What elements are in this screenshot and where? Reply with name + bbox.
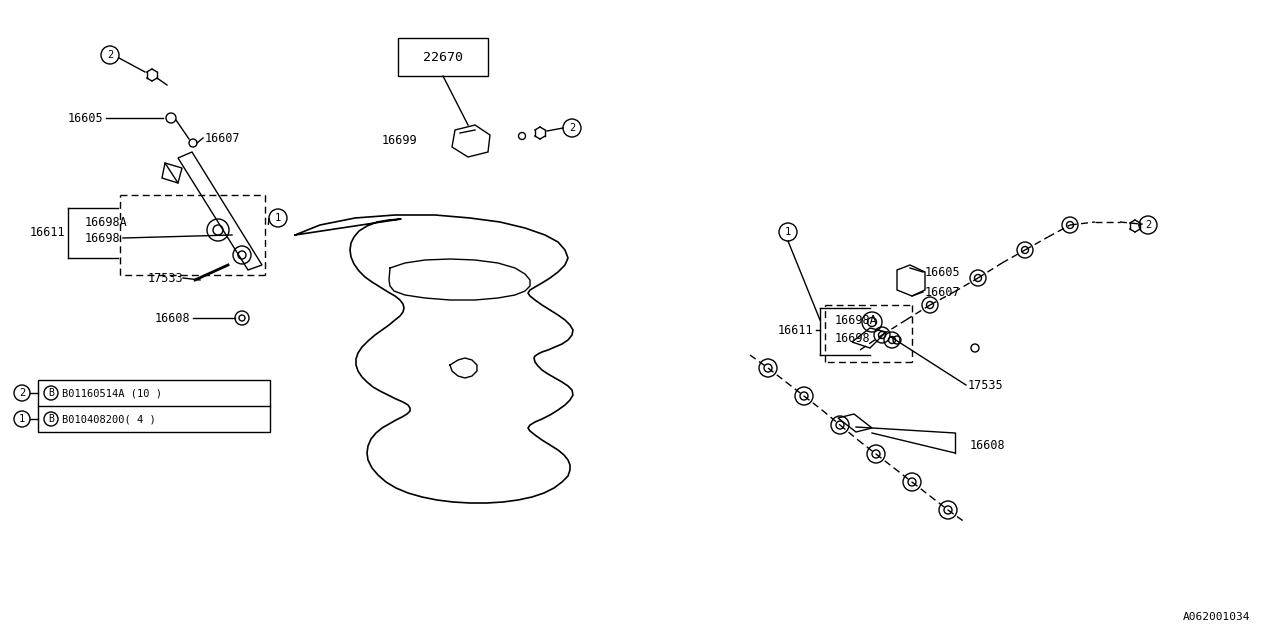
- Text: A062001034: A062001034: [1183, 612, 1251, 622]
- Text: 16699: 16699: [381, 134, 417, 147]
- Text: 22670: 22670: [422, 51, 463, 63]
- Text: 1: 1: [19, 414, 26, 424]
- Text: 16611: 16611: [29, 225, 65, 239]
- Text: B: B: [49, 414, 54, 424]
- Text: 16698A: 16698A: [84, 216, 128, 228]
- Text: B01160514A (10 ): B01160514A (10 ): [61, 388, 163, 398]
- Text: 16607: 16607: [205, 131, 241, 145]
- Text: 2: 2: [19, 388, 26, 398]
- Bar: [398, 38, 488, 76]
- Text: 16698A: 16698A: [835, 314, 878, 326]
- Text: 16698: 16698: [835, 332, 870, 344]
- Text: B010408200( 4 ): B010408200( 4 ): [61, 414, 156, 424]
- Text: 1: 1: [785, 227, 791, 237]
- Text: 17535: 17535: [968, 378, 1004, 392]
- Text: 2: 2: [568, 123, 575, 133]
- Text: 16608: 16608: [970, 438, 1006, 451]
- Text: 16605: 16605: [925, 266, 960, 278]
- Text: 2: 2: [106, 50, 113, 60]
- Text: 1: 1: [275, 213, 282, 223]
- Bar: [38, 380, 270, 432]
- Text: 16607: 16607: [925, 285, 960, 298]
- Text: 2: 2: [1144, 220, 1151, 230]
- Text: 17533: 17533: [148, 271, 183, 285]
- Text: 16611: 16611: [778, 323, 814, 337]
- Text: B: B: [49, 388, 54, 398]
- Text: 16698: 16698: [84, 232, 120, 244]
- Text: 16605: 16605: [68, 111, 104, 125]
- Text: 16608: 16608: [155, 312, 191, 324]
